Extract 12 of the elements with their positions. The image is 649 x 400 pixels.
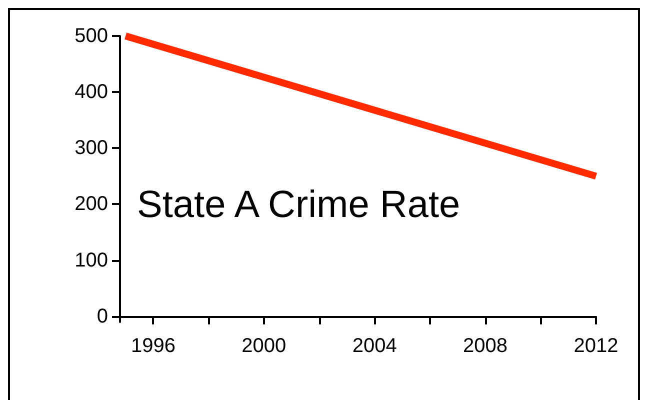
y-tick-label: 400 bbox=[74, 81, 108, 104]
x-tick-label: 1996 bbox=[130, 335, 176, 357]
x-tick-label: 2012 bbox=[574, 335, 618, 357]
x-tick-label: 2000 bbox=[242, 335, 286, 357]
x-tick-label: 2004 bbox=[352, 335, 397, 357]
y-tick-label: 500 bbox=[74, 25, 108, 47]
y-tick-label: 0 bbox=[96, 305, 108, 328]
y-tick-label: 300 bbox=[74, 137, 108, 160]
x-tick-label: 2008 bbox=[463, 335, 508, 357]
y-tick-label: 100 bbox=[74, 249, 108, 272]
annotation: State A Crime Rate bbox=[137, 184, 460, 226]
y-tick-label: 200 bbox=[74, 193, 108, 216]
